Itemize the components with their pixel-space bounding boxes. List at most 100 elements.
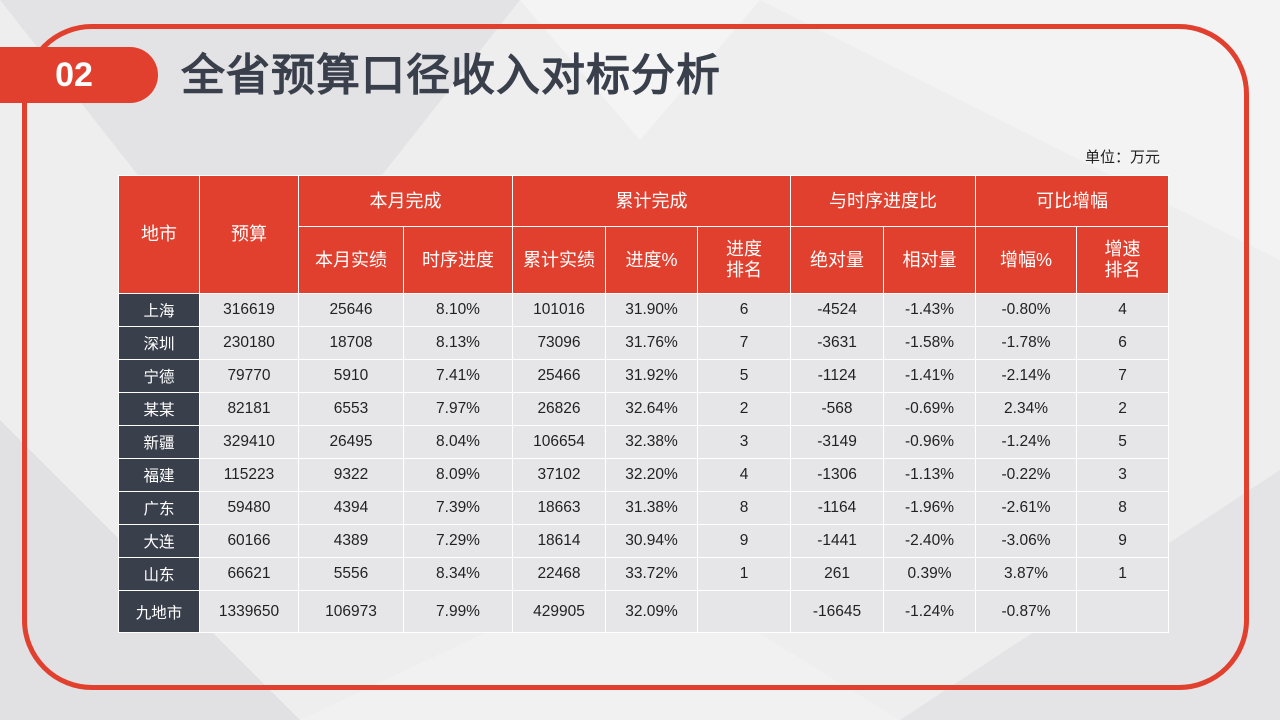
progress-pct-cell: 33.72% (605, 557, 698, 591)
table-row: 宁德 79770 5910 7.41% 25466 31.92% 5 -1124… (118, 359, 1170, 393)
growth-rank-cell: 5 (1076, 425, 1170, 459)
relative-cell: -2.40% (883, 524, 977, 558)
table-row: 山东 66621 5556 8.34% 22468 33.72% 1 261 0… (118, 557, 1170, 591)
table-row: 大连 60166 4389 7.29% 18614 30.94% 9 -1441… (118, 524, 1170, 558)
growth-pct-cell: -0.22% (975, 458, 1078, 492)
growth-pct-cell: 2.34% (975, 392, 1078, 426)
cumulative-actual-cell: 37102 (512, 458, 606, 492)
growth-rank-cell: 8 (1076, 491, 1170, 525)
absolute-cell: -1306 (790, 458, 885, 492)
budget-cell: 1339650 (199, 590, 299, 633)
unit-label: 单位：万元 (1084, 148, 1160, 166)
progress-rank-cell: 2 (696, 392, 792, 426)
header-progress-rank: 进度排名 (696, 226, 792, 294)
progress-pct-cell: 32.64% (605, 392, 698, 426)
absolute-cell: 261 (790, 557, 885, 591)
growth-rank-cell: 1 (1076, 557, 1170, 591)
slide-frame (22, 24, 1249, 690)
header-progress-compare: 与时序进度比 (790, 175, 977, 227)
month-actual-cell: 26495 (298, 425, 404, 459)
time-progress-cell: 8.09% (403, 458, 513, 492)
absolute-cell: -4524 (790, 293, 885, 327)
month-actual-cell: 9322 (298, 458, 404, 492)
growth-rank-cell (1076, 590, 1170, 633)
progress-pct-cell: 31.76% (605, 326, 698, 360)
table-row: 福建 115223 9322 8.09% 37102 32.20% 4 -130… (118, 458, 1170, 492)
budget-cell: 82181 (199, 392, 299, 426)
relative-cell: -1.24% (883, 590, 977, 633)
city-cell: 大连 (118, 524, 200, 558)
cumulative-actual-cell: 106654 (512, 425, 606, 459)
progress-rank-cell: 7 (696, 326, 792, 360)
month-actual-cell: 4389 (298, 524, 404, 558)
progress-pct-cell: 31.38% (605, 491, 698, 525)
month-actual-cell: 25646 (298, 293, 404, 327)
header-relative: 相对量 (883, 226, 977, 294)
progress-rank-cell: 9 (696, 524, 792, 558)
header-city: 地市 (118, 175, 200, 294)
time-progress-cell: 7.29% (403, 524, 513, 558)
progress-rank-cell: 6 (696, 293, 792, 327)
time-progress-cell: 7.39% (403, 491, 513, 525)
month-actual-cell: 18708 (298, 326, 404, 360)
city-cell: 宁德 (118, 359, 200, 393)
growth-pct-cell: -0.80% (975, 293, 1078, 327)
progress-rank-cell: 1 (696, 557, 792, 591)
progress-pct-cell: 31.90% (605, 293, 698, 327)
growth-rank-cell: 2 (1076, 392, 1170, 426)
relative-cell: -0.69% (883, 392, 977, 426)
cumulative-actual-cell: 429905 (512, 590, 606, 633)
slide-title: 全省预算口径收入对标分析 (181, 50, 721, 101)
progress-rank-cell: 5 (696, 359, 792, 393)
progress-rank-cell: 8 (696, 491, 792, 525)
progress-rank-cell: 4 (696, 458, 792, 492)
time-progress-cell: 8.13% (403, 326, 513, 360)
header-budget: 预算 (199, 175, 299, 294)
progress-pct-cell: 32.20% (605, 458, 698, 492)
time-progress-cell: 8.10% (403, 293, 513, 327)
cumulative-actual-cell: 18663 (512, 491, 606, 525)
absolute-cell: -568 (790, 392, 885, 426)
budget-cell: 316619 (199, 293, 299, 327)
growth-rank-cell: 7 (1076, 359, 1170, 393)
budget-cell: 230180 (199, 326, 299, 360)
growth-pct-cell: -1.24% (975, 425, 1078, 459)
absolute-cell: -1124 (790, 359, 885, 393)
table-row: 新疆 329410 26495 8.04% 106654 32.38% 3 -3… (118, 425, 1170, 459)
month-actual-cell: 6553 (298, 392, 404, 426)
relative-cell: -1.96% (883, 491, 977, 525)
month-actual-cell: 4394 (298, 491, 404, 525)
header-progress-pct: 进度% (605, 226, 698, 294)
growth-pct-cell: -2.14% (975, 359, 1078, 393)
time-progress-cell: 8.04% (403, 425, 513, 459)
time-progress-cell: 7.97% (403, 392, 513, 426)
month-actual-cell: 106973 (298, 590, 404, 633)
budget-cell: 329410 (199, 425, 299, 459)
header-cumulative-actual: 累计实绩 (512, 226, 606, 294)
relative-cell: -1.43% (883, 293, 977, 327)
city-cell: 广东 (118, 491, 200, 525)
absolute-cell: -1164 (790, 491, 885, 525)
cumulative-actual-cell: 18614 (512, 524, 606, 558)
absolute-cell: -3631 (790, 326, 885, 360)
section-number-badge: 02 (0, 47, 158, 103)
city-cell: 上海 (118, 293, 200, 327)
cumulative-actual-cell: 101016 (512, 293, 606, 327)
header-comparable-growth: 可比增幅 (975, 175, 1170, 227)
time-progress-cell: 7.99% (403, 590, 513, 633)
budget-cell: 66621 (199, 557, 299, 591)
table-total-row: 九地市 1339650 106973 7.99% 429905 32.09% -… (118, 590, 1170, 633)
cumulative-actual-cell: 26826 (512, 392, 606, 426)
month-actual-cell: 5556 (298, 557, 404, 591)
relative-cell: -1.13% (883, 458, 977, 492)
relative-cell: -1.58% (883, 326, 977, 360)
absolute-cell: -16645 (790, 590, 885, 633)
city-cell: 新疆 (118, 425, 200, 459)
progress-pct-cell: 32.38% (605, 425, 698, 459)
revenue-benchmark-table: 地市 预算 本月完成 累计完成 与时序进度比 可比增幅 本月实绩 时序进度 累计… (118, 175, 1170, 633)
absolute-cell: -3149 (790, 425, 885, 459)
header-absolute: 绝对量 (790, 226, 885, 294)
header-month-actual: 本月实绩 (298, 226, 404, 294)
header-time-progress: 时序进度 (403, 226, 513, 294)
growth-pct-cell: -0.87% (975, 590, 1078, 633)
